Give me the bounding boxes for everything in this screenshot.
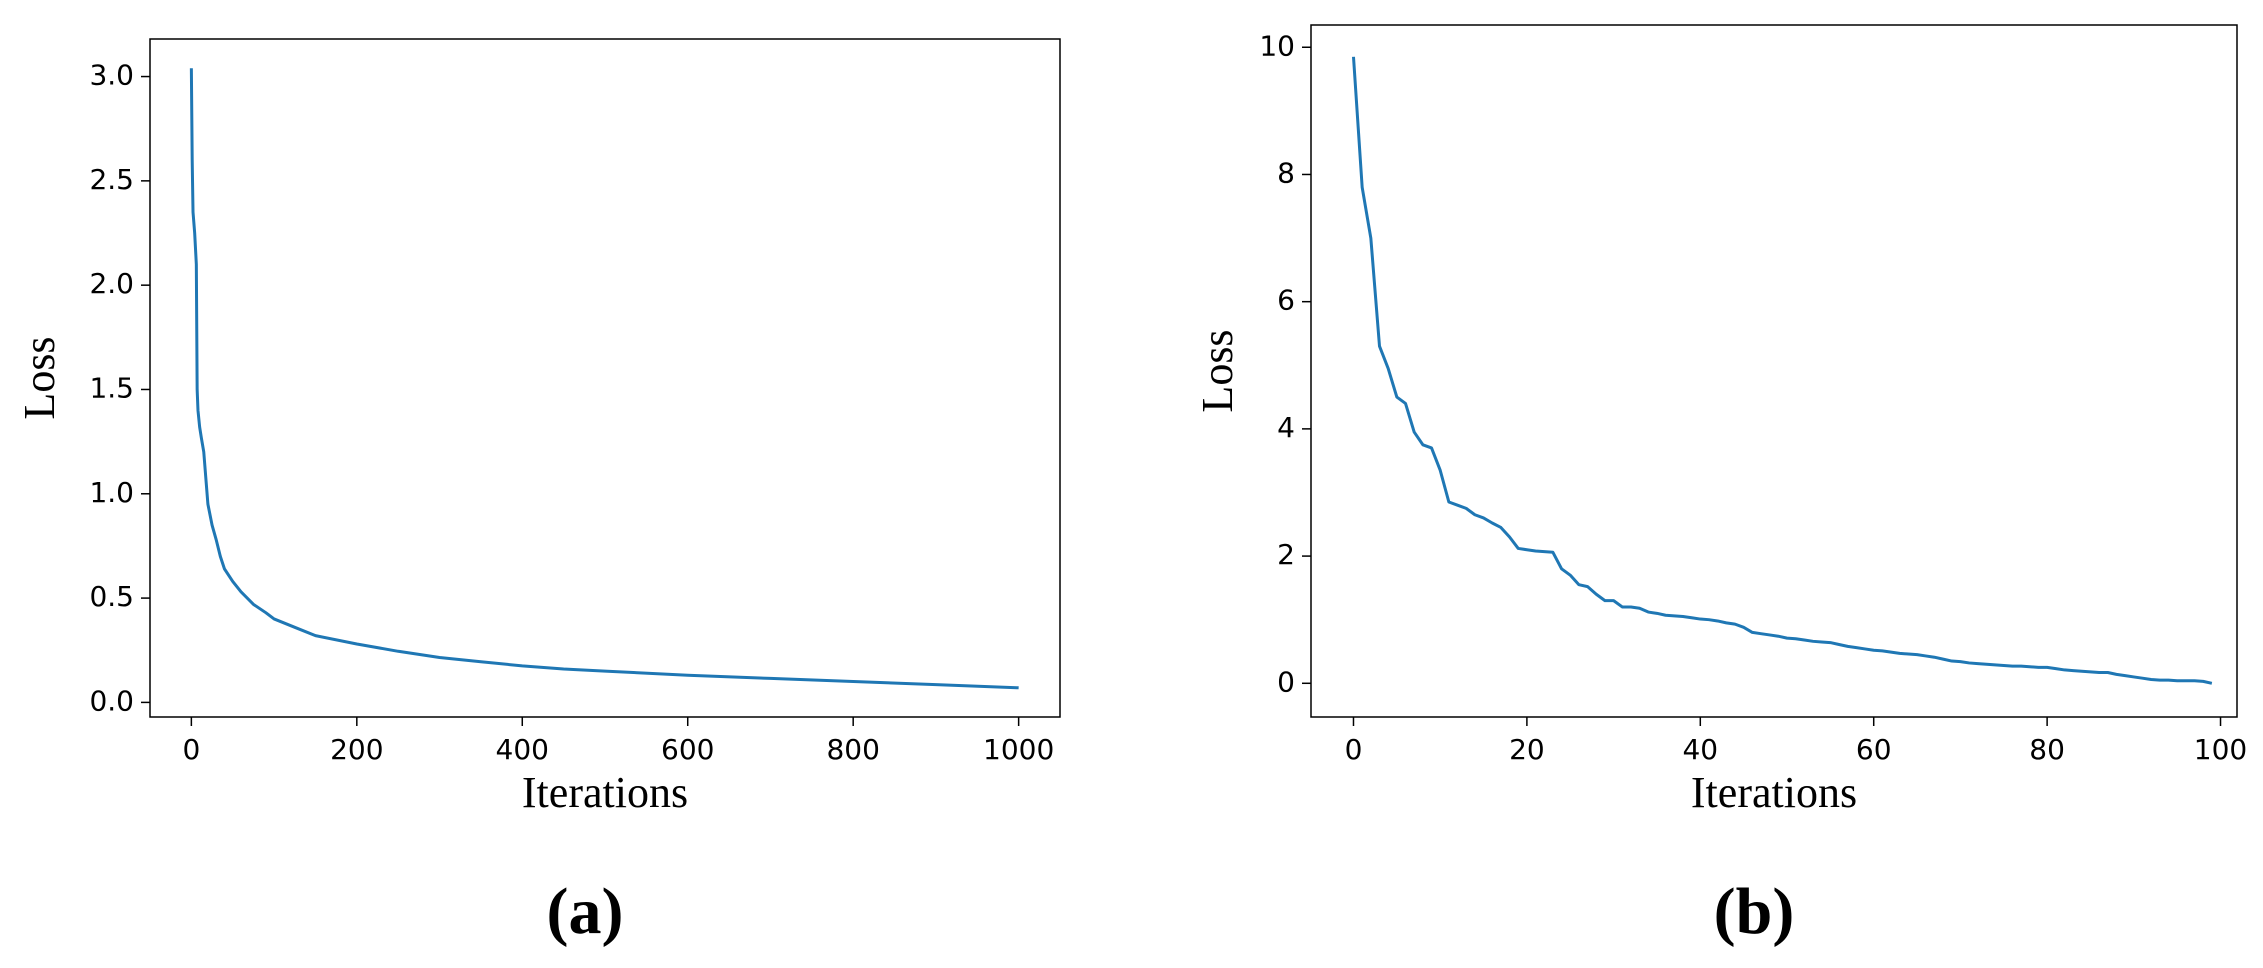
y-tick-label: 8 — [1277, 156, 1295, 189]
y-tick-label: 2 — [1277, 538, 1295, 571]
x-tick-label: 200 — [330, 733, 383, 766]
x-tick-label: 20 — [1509, 733, 1545, 766]
y-tick-label: 1.0 — [89, 476, 134, 509]
y-tick-label: 6 — [1277, 284, 1295, 317]
x-tick-label: 600 — [661, 733, 714, 766]
y-axis-label: Loss — [1193, 329, 1242, 412]
y-tick-label: 0.0 — [89, 684, 134, 717]
x-tick-label: 0 — [182, 733, 200, 766]
caption: (b) — [1714, 875, 1795, 948]
plot-frame — [1310, 24, 2238, 718]
loss-line — [1351, 56, 2213, 685]
x-axis-label: Iterations — [522, 768, 688, 817]
x-tick-label: 800 — [826, 733, 879, 766]
y-tick-label: 4 — [1277, 411, 1295, 444]
x-tick-label: 40 — [1682, 733, 1718, 766]
y-tick-label: 2.0 — [89, 267, 134, 300]
x-tick-label: 400 — [496, 733, 549, 766]
y-tick-label: 3.0 — [89, 59, 134, 92]
y-tick-label: 2.5 — [89, 163, 134, 196]
x-tick-label: 80 — [2029, 733, 2065, 766]
y-tick-label: 10 — [1259, 29, 1295, 62]
x-tick-label: 1000 — [983, 733, 1054, 766]
x-tick-label: 100 — [2194, 733, 2247, 766]
plot-frame — [149, 38, 1061, 718]
x-tick-label: 0 — [1345, 733, 1363, 766]
loss-line — [189, 68, 1019, 690]
caption: (a) — [547, 875, 624, 948]
y-tick-label: 0 — [1277, 665, 1295, 698]
y-tick-label: 0.5 — [89, 580, 134, 613]
y-tick-label: 1.5 — [89, 371, 134, 404]
x-axis-label: Iterations — [1691, 768, 1857, 817]
y-axis-label: Loss — [15, 336, 64, 419]
x-tick-label: 60 — [1856, 733, 1892, 766]
